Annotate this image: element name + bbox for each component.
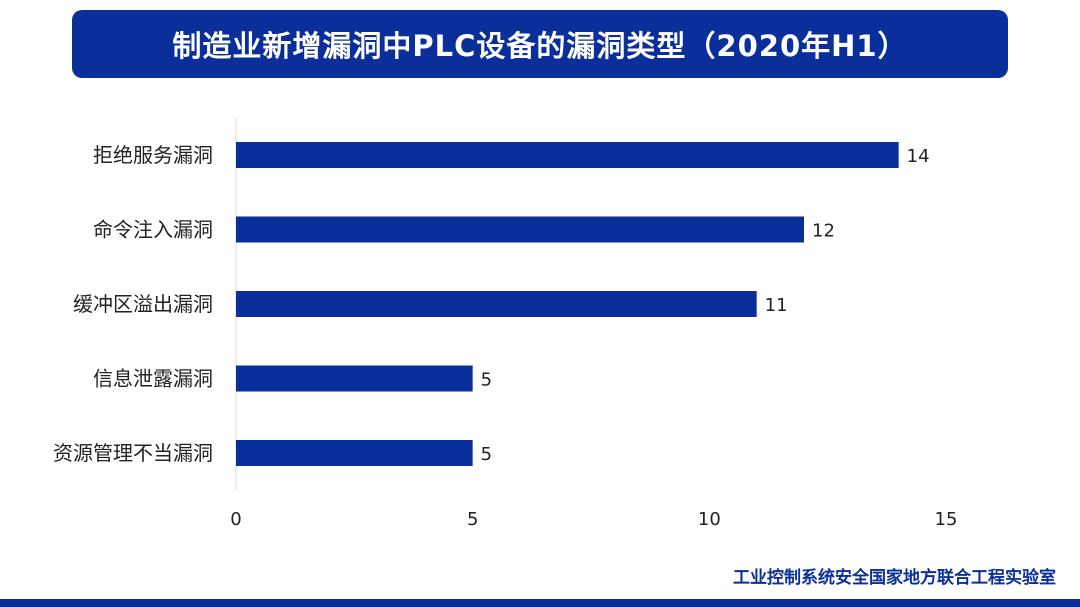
category-label-1: 命令注入漏洞 xyxy=(93,218,213,242)
x-tick-label-0: 0 xyxy=(230,509,241,530)
bar-0 xyxy=(236,142,899,168)
bar-3 xyxy=(236,366,473,392)
category-label-3: 信息泄露漏洞 xyxy=(93,367,213,391)
data-label-3: 5 xyxy=(481,370,492,391)
x-tick-label-3: 15 xyxy=(935,509,958,530)
data-label-0: 14 xyxy=(907,146,930,167)
bottom-accent-bar xyxy=(0,599,1080,607)
bar-2 xyxy=(236,291,757,317)
category-label-4: 资源管理不当漏洞 xyxy=(53,441,213,465)
bar-4 xyxy=(236,440,473,466)
category-label-2: 缓冲区溢出漏洞 xyxy=(73,292,213,316)
data-label-2: 11 xyxy=(765,295,788,316)
footer-organization: 工业控制系统安全国家地方联合工程实验室 xyxy=(733,563,1056,588)
x-tick-label-1: 5 xyxy=(467,509,478,530)
data-label-4: 5 xyxy=(481,444,492,465)
data-label-1: 12 xyxy=(812,221,835,242)
bar-1 xyxy=(236,217,804,243)
category-label-0: 拒绝服务漏洞 xyxy=(93,143,213,167)
x-tick-label-2: 10 xyxy=(698,509,721,530)
